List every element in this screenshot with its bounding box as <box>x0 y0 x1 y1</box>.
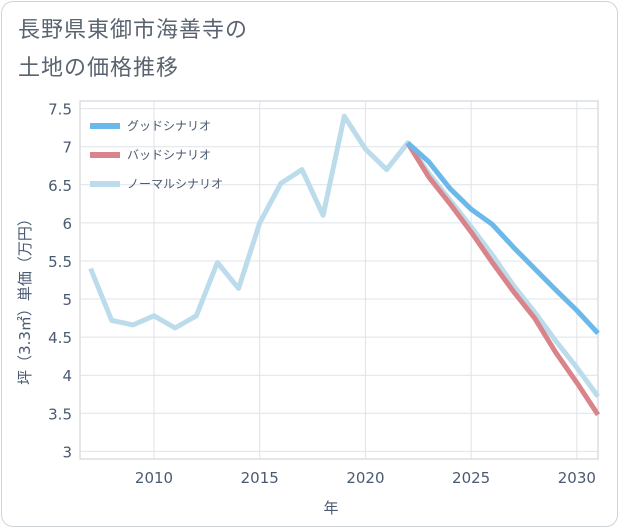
chart-title: 長野県東御市海善寺の 土地の価格推移 <box>18 12 418 88</box>
y-axis-ticks: 3 3.5 4 4.5 5 5.5 6 6.5 7 7.5 <box>48 101 72 462</box>
legend-label-1: バッドシナリオ <box>127 148 211 162</box>
legend-label-2: ノーマルシナリオ <box>127 177 223 191</box>
y-tick-label: 5.5 <box>48 253 72 271</box>
y-axis-label: 坪（3.3㎡）単価（万円） <box>16 211 34 385</box>
series-line-1 <box>405 141 601 417</box>
grid <box>80 101 598 459</box>
series-line-0 <box>406 141 600 335</box>
series-line-2 <box>88 113 601 398</box>
y-tick-label: 3.5 <box>48 405 72 423</box>
x-tick-label: 2015 <box>241 469 279 487</box>
y-tick-label: 7 <box>62 139 72 157</box>
y-tick-label: 4.5 <box>48 329 72 347</box>
chart-title-line-1: 長野県東御市海善寺の <box>18 18 249 43</box>
x-axis-label: 年 <box>323 499 338 517</box>
x-tick-label: 2010 <box>135 469 173 487</box>
x-tick-label: 2030 <box>558 469 596 487</box>
y-tick-label: 6.5 <box>48 177 72 195</box>
y-tick-label: 7.5 <box>48 101 72 119</box>
legend-label-0: グッドシナリオ <box>127 119 211 133</box>
y-tick-label: 4 <box>62 367 72 385</box>
y-tick-label: 5 <box>62 291 72 309</box>
y-tick-label: 6 <box>62 215 72 233</box>
series-lines <box>88 113 601 417</box>
y-tick-label: 3 <box>62 443 72 461</box>
chart-title-line-2: 土地の価格推移 <box>18 56 180 81</box>
x-tick-label: 2025 <box>452 469 490 487</box>
x-axis-ticks: 2010 2015 2020 2025 2030 <box>135 469 596 487</box>
x-tick-label: 2020 <box>346 469 384 487</box>
